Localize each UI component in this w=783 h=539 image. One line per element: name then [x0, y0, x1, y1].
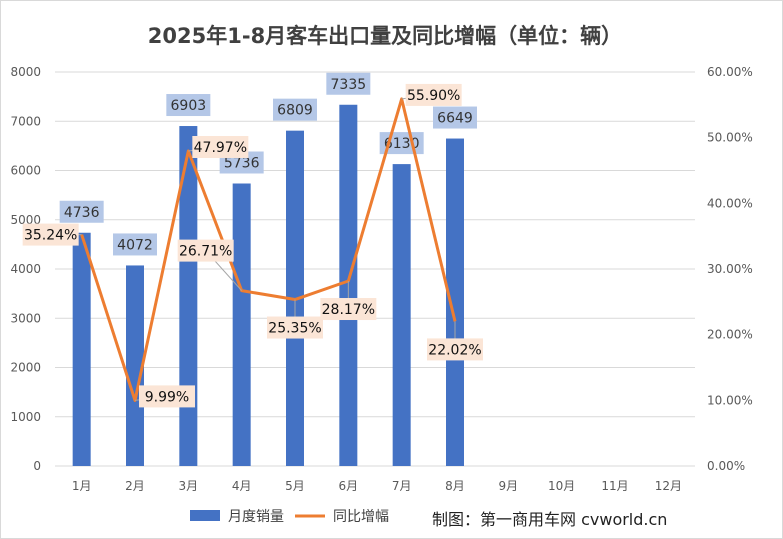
right-tick-label: 30.00%: [707, 262, 753, 276]
line-label-box: [405, 83, 462, 106]
right-tick-label: 50.00%: [707, 131, 753, 145]
line-label-box: [427, 338, 483, 361]
right-tick-label: 10.00%: [707, 393, 753, 407]
left-tick-label: 1000: [10, 410, 41, 424]
bar: [126, 265, 144, 466]
left-axis-ticks: 0 1000 2000 3000 4000 5000 6000 7000 8000: [10, 65, 41, 473]
left-tick-label: 8000: [10, 65, 41, 79]
x-tick-label: 10月: [548, 479, 575, 493]
bar-label-box: [113, 233, 157, 256]
bar-label-box: [273, 98, 317, 121]
bar-label: 5736: [224, 156, 260, 172]
left-tick-label: 4000: [10, 262, 41, 276]
gridlines: [55, 71, 695, 467]
legend-bar-swatch: [190, 510, 220, 521]
x-tick-label: 4月: [232, 479, 252, 493]
bar-label: 4736: [64, 205, 100, 221]
right-tick-label: 40.00%: [707, 196, 753, 210]
bar: [232, 183, 251, 466]
x-tick-label: 1月: [72, 479, 92, 493]
x-axis-ticks: 1月 2月 3月 4月 5月 6月 7月 8月 9月 10月 11月 12月: [72, 479, 682, 493]
x-tick-label: 6月: [339, 479, 359, 493]
left-tick-label: 6000: [10, 164, 41, 178]
bar-label: 6649: [437, 111, 473, 127]
line-data-labels: 35.24% 9.99% 47.97% 26.71% 25.35%28.17% 55.90…: [22, 83, 483, 408]
credit-text: 制图：第一商用车网 cvworld.cn: [432, 510, 667, 529]
line-label-box: [320, 298, 377, 321]
left-tick-label: 5000: [10, 213, 41, 227]
left-tick-label: 2000: [10, 361, 41, 375]
bar-label: 7335: [331, 77, 367, 93]
line-label-box: [192, 135, 249, 158]
line-label: 28.17%: [322, 302, 375, 318]
line-label: 55.90%: [407, 88, 460, 104]
bar-label-box: [166, 94, 211, 117]
line-label: 26.71%: [179, 244, 232, 260]
left-tick-label: 3000: [10, 311, 41, 325]
left-tick-label: 7000: [10, 114, 41, 128]
x-tick-label: 8月: [445, 479, 465, 493]
line-label: 35.24%: [24, 228, 77, 244]
x-tick-label: 2月: [125, 479, 145, 493]
legend-bar-label: 月度销量: [228, 509, 284, 525]
line-label-box: [177, 239, 234, 262]
left-tick-label: 0: [33, 459, 41, 473]
line-label: 22.02%: [428, 342, 481, 358]
bar-label: 4072: [117, 237, 153, 253]
x-tick-label: 3月: [179, 479, 199, 493]
bar: [72, 232, 91, 466]
right-tick-label: 0.00%: [707, 459, 745, 473]
bar: [446, 138, 464, 466]
line-label-box: [267, 316, 323, 339]
line-label-box: [22, 223, 79, 246]
bar-label-box: [433, 106, 477, 129]
bar: [179, 126, 198, 466]
legend: 月度销量 同比增幅: [190, 509, 389, 525]
line-label: 9.99%: [145, 389, 189, 405]
right-tick-label: 20.00%: [707, 328, 753, 342]
x-tick-label: 7月: [392, 479, 412, 493]
line-label: 25.35%: [268, 321, 321, 337]
x-tick-label: 5月: [285, 479, 305, 493]
legend-line-label: 同比增幅: [333, 509, 389, 525]
bar-label: 6809: [277, 103, 313, 119]
x-tick-label: 12月: [655, 479, 682, 493]
bar-label: 6903: [171, 98, 207, 114]
line-path: [80, 97, 457, 402]
bar-label-box: [326, 72, 371, 95]
bar: [392, 164, 411, 466]
right-tick-label: 60.00%: [707, 65, 753, 79]
line-label: 47.97%: [194, 140, 247, 156]
bar-label-box: [59, 200, 104, 223]
line-series: [80, 97, 457, 402]
bar-series: [72, 104, 464, 467]
line-label-box: [139, 385, 195, 408]
x-tick-label: 11月: [601, 479, 628, 493]
chart-title: 2025年1-8月客车出口量及同比增幅（单位：辆）: [148, 24, 622, 48]
right-axis-ticks: 0.00% 10.00% 20.00% 30.00% 40.00% 50.00% 60.00…: [707, 65, 753, 473]
x-tick-label: 9月: [499, 479, 519, 493]
